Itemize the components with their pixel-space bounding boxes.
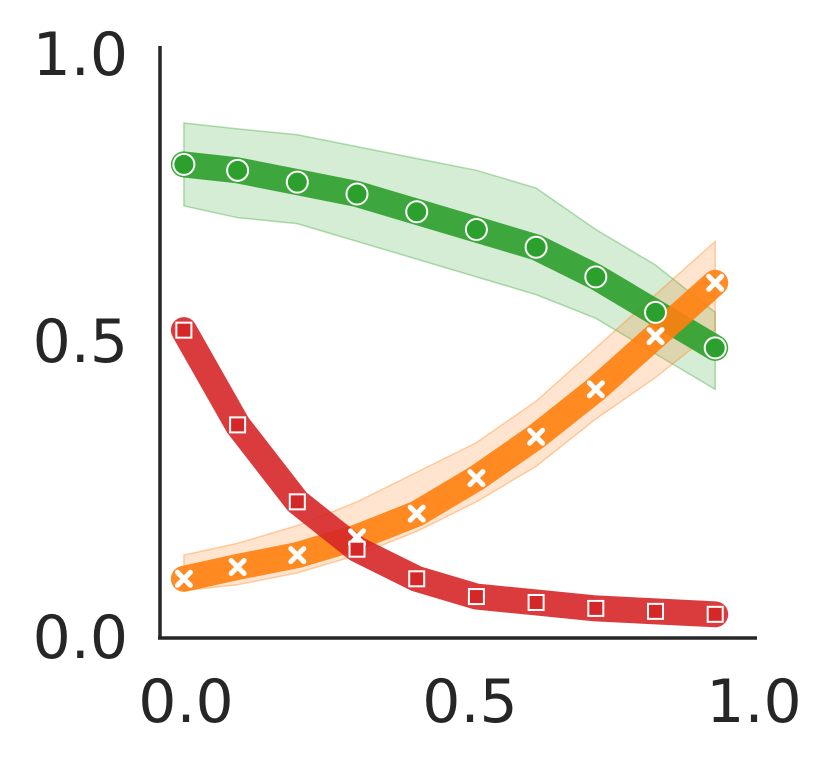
y-tick-label: 0.0 bbox=[33, 603, 128, 673]
series-0-line bbox=[170, 151, 729, 361]
series-0-point bbox=[285, 170, 309, 194]
series-2-point bbox=[587, 599, 605, 617]
series-1-point bbox=[407, 504, 426, 523]
series-0-point bbox=[644, 300, 668, 324]
series-2-point bbox=[527, 593, 545, 611]
series-0-point bbox=[172, 152, 196, 176]
series-0-point bbox=[524, 235, 548, 259]
series-2-point bbox=[348, 540, 366, 558]
x-tick-label: 0.5 bbox=[422, 667, 517, 737]
series-2-point bbox=[229, 416, 247, 434]
series-1-point bbox=[467, 469, 486, 488]
series-markers bbox=[172, 152, 727, 623]
series-1-line bbox=[170, 269, 729, 592]
series-2-point bbox=[647, 602, 665, 620]
series-0-point bbox=[345, 182, 369, 206]
series-2-line bbox=[170, 317, 729, 628]
series-0-point bbox=[703, 336, 727, 360]
series-1-point bbox=[527, 427, 546, 446]
series-2-point bbox=[706, 605, 724, 623]
series-1-point bbox=[706, 273, 725, 292]
series-2-point bbox=[175, 321, 193, 339]
series-0-point bbox=[464, 218, 488, 242]
x-tick-label: 0.0 bbox=[138, 667, 233, 737]
x-tick-label: 1.0 bbox=[706, 667, 801, 737]
series-0-point bbox=[405, 200, 429, 224]
series-1-point bbox=[288, 546, 307, 565]
series-1-point bbox=[228, 557, 247, 576]
series-lines bbox=[170, 151, 729, 628]
series-2-point bbox=[408, 570, 426, 588]
series-1-point bbox=[174, 569, 193, 588]
series-0-point bbox=[584, 265, 608, 289]
series-0-point bbox=[226, 158, 250, 182]
y-tick-label: 0.5 bbox=[33, 307, 128, 377]
series-2-point bbox=[467, 588, 485, 606]
series-1-point bbox=[646, 327, 665, 346]
series-1-point bbox=[586, 380, 605, 399]
y-tick-label: 1.0 bbox=[33, 20, 128, 90]
series-2-point bbox=[288, 493, 306, 511]
